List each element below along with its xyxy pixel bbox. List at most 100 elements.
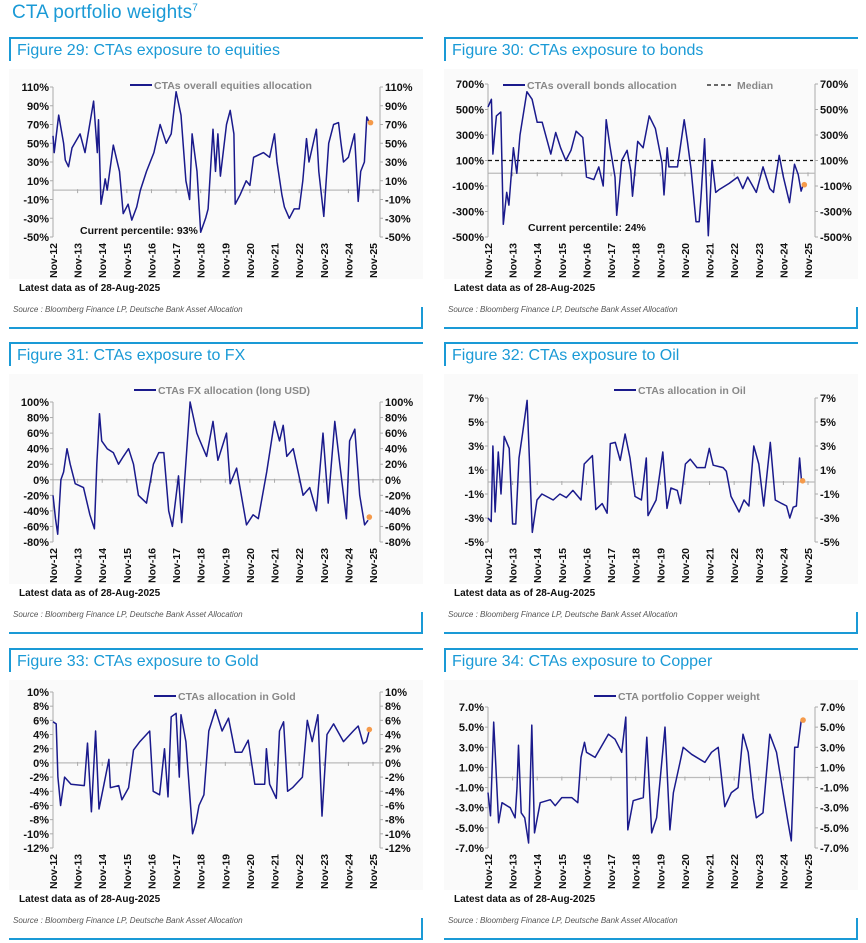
y-tick-label: -10% <box>23 829 49 841</box>
x-tick-label: Nov-20 <box>245 243 257 278</box>
x-tick-label: Nov-12 <box>48 548 60 583</box>
y-tick-label-right: 110% <box>385 82 413 94</box>
x-tick-label: Nov-25 <box>803 548 815 583</box>
chart-background <box>9 374 423 584</box>
x-tick-label: Nov-13 <box>73 854 85 889</box>
x-tick-label: Nov-12 <box>483 548 495 583</box>
panel-accent-bar <box>9 344 11 366</box>
y-tick-label-right: -300% <box>820 207 852 219</box>
x-tick-label: Nov-18 <box>631 243 643 278</box>
latest-point-marker <box>367 119 374 126</box>
x-tick-label: Nov-15 <box>557 548 569 583</box>
x-tick-label: Nov-14 <box>97 243 109 278</box>
latest-point-marker <box>799 478 806 484</box>
y-tick-label-right: 40% <box>385 444 407 456</box>
y-tick-label-right: -80% <box>385 537 411 549</box>
panel-accent-bar <box>421 918 423 938</box>
figure-title: Figure 32: CTAs exposure to Oil <box>452 347 680 364</box>
x-tick-label: Nov-15 <box>122 243 134 278</box>
y-tick-label: -2% <box>29 772 49 784</box>
x-tick-label: Nov-24 <box>343 548 355 583</box>
series-line-bonds <box>487 90 804 237</box>
x-tick-label: Nov-16 <box>146 548 158 583</box>
x-tick-label: Nov-17 <box>606 854 618 889</box>
y-tick-label-right: 70% <box>385 120 407 132</box>
x-tick-label: Nov-19 <box>655 854 667 889</box>
panel-accent-bar <box>421 307 423 327</box>
y-tick-label-right: -5.0% <box>820 823 849 835</box>
y-tick-label: -30% <box>23 213 49 225</box>
x-tick-label: Nov-12 <box>48 854 60 889</box>
y-tick-label-right: -100% <box>820 181 852 193</box>
x-tick-label: Nov-15 <box>557 243 569 278</box>
y-tick-label: -100% <box>452 181 484 193</box>
figure-panel-copper: Figure 34: CTAs exposure to Copper -7.0%… <box>444 648 858 940</box>
y-tick-label-right: 80% <box>385 413 407 425</box>
y-tick-label: -10% <box>23 195 49 207</box>
x-tick-label: Nov-24 <box>778 854 790 889</box>
y-tick-label-right: 100% <box>820 156 848 168</box>
latest-data-note: Latest data as of 28-Aug-2025 <box>19 894 161 905</box>
y-tick-label: 1% <box>468 465 484 477</box>
y-tick-label-right: 1% <box>820 465 836 477</box>
x-tick-label: Nov-13 <box>73 243 85 278</box>
x-tick-label: Nov-24 <box>343 243 355 278</box>
chart-background <box>444 374 858 584</box>
x-tick-label: Nov-21 <box>705 243 717 278</box>
y-tick-label-right: 3.0% <box>820 742 845 754</box>
x-tick-label: Nov-17 <box>606 243 618 278</box>
y-tick-label-right: -60% <box>385 521 411 533</box>
y-tick-label-right: 6% <box>385 715 401 727</box>
y-tick-label-right: -10% <box>385 829 411 841</box>
x-tick-label: Nov-19 <box>220 548 232 583</box>
panel-accent-bar <box>421 612 423 632</box>
x-tick-label: Nov-12 <box>48 243 60 278</box>
x-tick-label: Nov-13 <box>508 854 520 889</box>
y-tick-label-right: 3% <box>820 441 836 453</box>
x-tick-label: Nov-16 <box>581 548 593 583</box>
chart-fx: -80% -80% -60% -60% -40% -40% -20% -20% 0% 0% 20% 2… <box>9 374 423 584</box>
x-tick-label: Nov-21 <box>270 548 282 583</box>
y-tick-label: 0% <box>33 475 49 487</box>
legend-label: CTAs overall equities allocation <box>154 80 312 92</box>
y-tick-label-right: -4% <box>385 786 405 798</box>
y-tick-label: 0% <box>33 758 49 770</box>
y-tick-label: 100% <box>21 397 49 409</box>
x-tick-label: Nov-23 <box>319 243 331 278</box>
y-tick-label: 80% <box>27 413 49 425</box>
y-tick-label: 20% <box>27 459 49 471</box>
x-tick-label: Nov-25 <box>368 548 380 583</box>
y-tick-label-right: -3% <box>820 513 840 525</box>
x-tick-label: Nov-21 <box>705 854 717 889</box>
y-tick-label-right: 5.0% <box>820 722 845 734</box>
x-tick-label: Nov-13 <box>508 548 520 583</box>
y-tick-label: 1.0% <box>459 762 484 774</box>
x-tick-label: Nov-15 <box>557 854 569 889</box>
x-tick-label: Nov-17 <box>171 854 183 889</box>
y-tick-label: -50% <box>23 232 49 244</box>
chart-copper: -7.0% -7.0% -5.0% -5.0% -3.0% -3.0% -1.0% -1.0%… <box>444 680 858 890</box>
source-note: Source : Bloomberg Finance LP, Deutsche … <box>448 305 678 314</box>
panel-accent-bar <box>856 918 858 938</box>
x-tick-label: Nov-14 <box>97 854 109 889</box>
x-tick-label: Nov-17 <box>171 548 183 583</box>
figure-title: Figure 31: CTAs exposure to FX <box>17 347 246 364</box>
y-tick-label-right: -500% <box>820 232 852 244</box>
figure-panel-gold: Figure 33: CTAs exposure to Gold -12% -12… <box>9 648 423 940</box>
latest-data-note: Latest data as of 28-Aug-2025 <box>19 283 161 294</box>
x-tick-label: Nov-25 <box>803 243 815 278</box>
x-tick-label: Nov-16 <box>581 854 593 889</box>
x-tick-label: Nov-20 <box>245 854 257 889</box>
x-tick-label: Nov-24 <box>778 243 790 278</box>
x-tick-label: Nov-20 <box>680 548 692 583</box>
source-note: Source : Bloomberg Finance LP, Deutsche … <box>13 916 243 925</box>
x-tick-label: Nov-14 <box>532 243 544 278</box>
page-title-text: CTA portfolio weights <box>12 2 193 23</box>
x-tick-label: Nov-18 <box>196 854 208 889</box>
y-tick-label: -40% <box>23 506 49 518</box>
y-tick-label-right: 7% <box>820 393 836 405</box>
panel-accent-bar <box>856 307 858 327</box>
y-tick-label: 300% <box>456 130 484 142</box>
x-tick-label: Nov-14 <box>97 548 109 583</box>
y-tick-label-right: -1.0% <box>820 783 849 795</box>
